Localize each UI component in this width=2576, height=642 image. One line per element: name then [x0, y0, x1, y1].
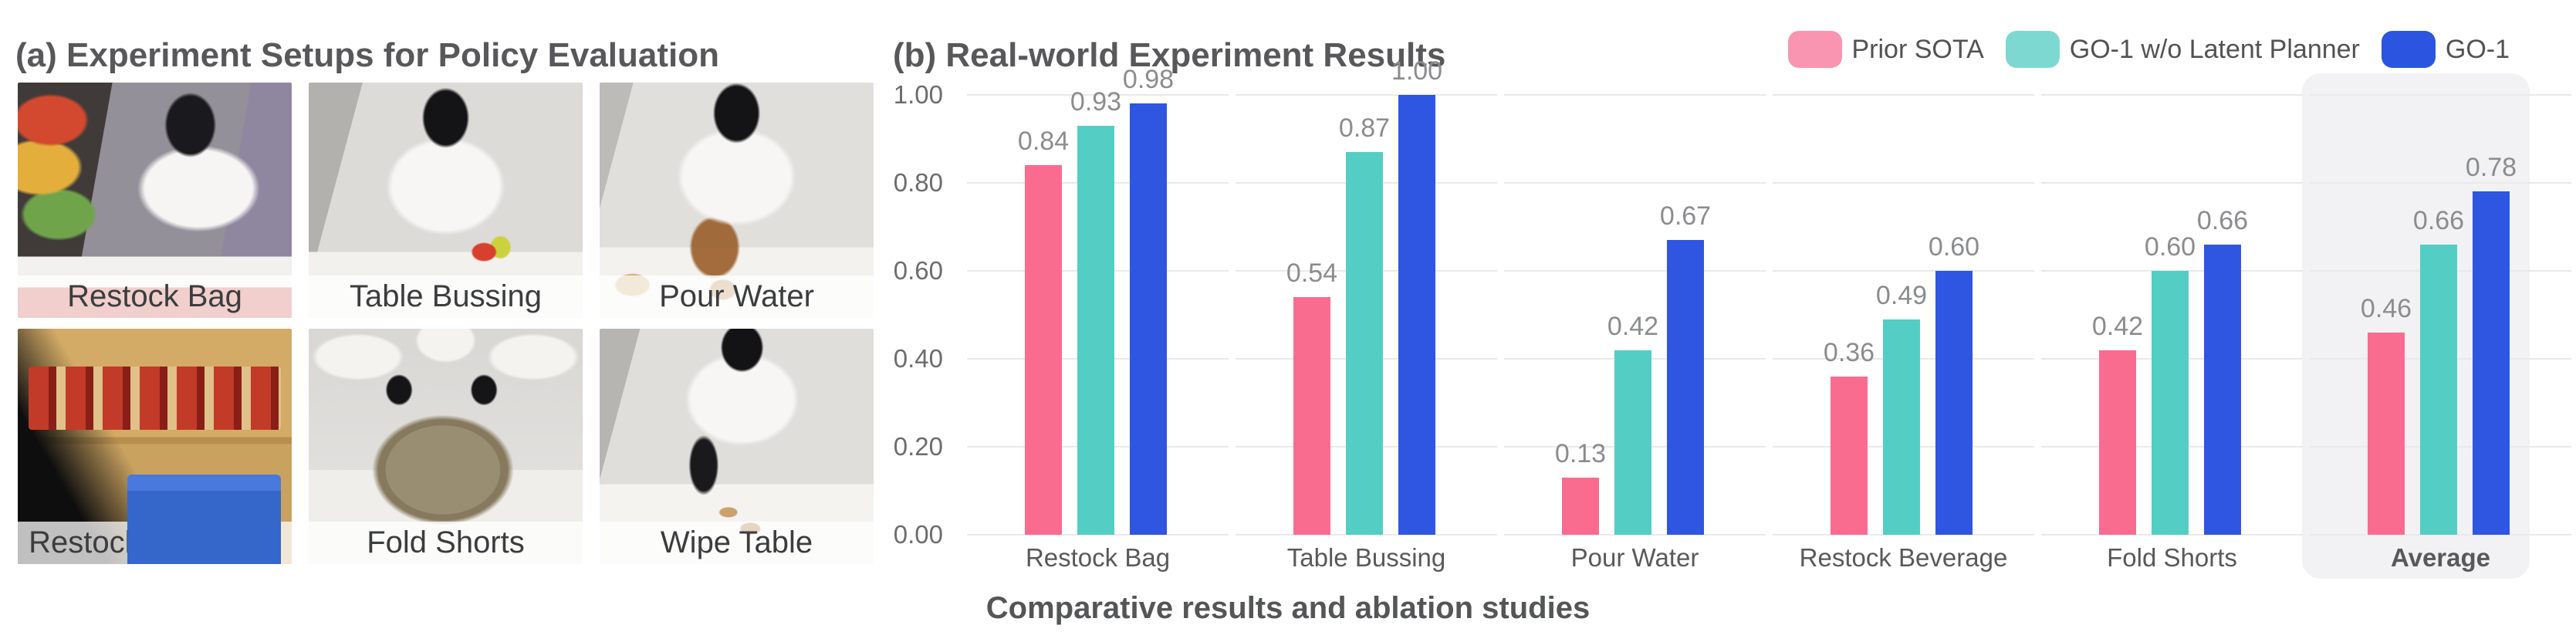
bar-go-1-w-o-latent-planner-pour-water: [1614, 350, 1651, 535]
legend-swatch-go-1-w-o-latent-planner: [2005, 31, 2060, 68]
bar-prior-sota-fold-shorts: [2099, 350, 2136, 535]
photo-label-wipe-table: Wipe Table: [600, 522, 874, 564]
value-label-go-1-w-o-latent-planner-restock-beverage: 0.49: [1875, 280, 1928, 310]
legend-swatch-go-1: [2381, 31, 2436, 68]
photo-pour-water: Pour Water: [600, 83, 874, 318]
gridline-1.00-panel-2: [1236, 94, 1497, 96]
bar-prior-sota-restock-beverage: [1831, 376, 1868, 535]
gridline-0.60-panel-4: [1773, 270, 2034, 272]
bar-go-1-w-o-latent-planner-restock-bag: [1077, 125, 1114, 535]
legend-item-go-1-w-o-latent-planner: GO-1 w/o Latent Planner: [2005, 31, 2360, 68]
value-label-go-1-w-o-latent-planner-table-bussing: 0.87: [1338, 113, 1391, 144]
legend-item-prior-sota: Prior SOTA: [1787, 31, 1984, 68]
value-label-prior-sota-pour-water: 0.13: [1554, 438, 1607, 468]
y-axis-tick-0.20: 0.20: [893, 432, 943, 461]
value-label-go-1-restock-beverage: 0.60: [1928, 232, 1980, 262]
gridline-1.00-panel-6: [2310, 94, 2571, 96]
bar-go-1-w-o-latent-planner-fold-shorts: [2152, 271, 2189, 535]
bar-go-1-w-o-latent-planner-average: [2420, 244, 2457, 535]
y-axis-tick-0.00: 0.00: [893, 520, 943, 549]
value-label-prior-sota-fold-shorts: 0.42: [2091, 311, 2144, 341]
gridline-1.00-panel-5: [2041, 94, 2303, 96]
category-label-pour-water: Pour Water: [1570, 543, 1699, 572]
legend-label-go-1-w-o-latent-planner: GO-1 w/o Latent Planner: [2069, 34, 2360, 64]
category-label-restock-bag: Restock Bag: [1025, 543, 1171, 572]
bar-go-1-pour-water: [1667, 240, 1704, 535]
gridline-0.60-panel-3: [1504, 270, 1766, 272]
gridline-0.00-panel-2: [1236, 534, 1497, 536]
value-label-go-1-w-o-latent-planner-average: 0.66: [2412, 205, 2465, 235]
category-label-fold-shorts: Fold Shorts: [2107, 543, 2237, 572]
value-label-prior-sota-average: 0.46: [2360, 293, 2412, 323]
gridline-0.00-panel-3: [1504, 534, 1766, 536]
photo-restock-bag: Restock Bag: [18, 83, 292, 318]
photo-wipe-table: Wipe Table: [600, 329, 874, 564]
value-label-go-1-table-bussing: 1.00: [1391, 56, 1443, 86]
experiment-photo-grid: Restock Bag Table Bussing Pour Water Restoc…: [18, 83, 874, 564]
value-label-go-1-average: 0.78: [2465, 153, 2517, 183]
legend-label-go-1: GO-1: [2445, 34, 2510, 64]
bar-prior-sota-table-bussing: [1293, 297, 1330, 535]
gridline-0.00-panel-4: [1773, 534, 2034, 536]
value-label-go-1-w-o-latent-planner-pour-water: 0.42: [1607, 311, 1659, 341]
bar-go-1-restock-beverage: [1935, 271, 1973, 535]
legend-swatch-prior-sota: [1787, 31, 1842, 68]
value-label-go-1-fold-shorts: 0.66: [2196, 205, 2249, 235]
gridline-0.00-panel-5: [2041, 534, 2303, 536]
photo-label-pour-water: Pour Water: [600, 275, 874, 318]
photo-label-table-bussing: Table Bussing: [309, 275, 583, 318]
bar-go-1-average: [2473, 191, 2510, 535]
value-label-go-1-pour-water: 0.67: [1659, 201, 1712, 231]
gridline-0.00-panel-6: [2310, 534, 2571, 536]
gridline-0.80-panel-6: [2310, 182, 2571, 184]
photo-label-fold-shorts: Fold Shorts: [309, 522, 583, 564]
y-axis-tick-0.40: 0.40: [893, 344, 943, 373]
bar-go-1-w-o-latent-planner-table-bussing: [1346, 152, 1383, 535]
value-label-prior-sota-restock-beverage: 0.36: [1823, 337, 1875, 367]
gridline-1.00-panel-1: [967, 94, 1229, 96]
category-label-average: Average: [2390, 543, 2491, 572]
gridline-1.00-panel-3: [1504, 94, 1766, 96]
panel-b-title: (b) Real-world Experiment Results: [893, 36, 1446, 74]
value-label-go-1-restock-bag: 0.98: [1122, 65, 1175, 95]
photo-label-restock-bag: Restock Bag: [18, 275, 292, 318]
gridline-0.00-panel-1: [967, 534, 1229, 536]
y-axis-tick-0.80: 0.80: [893, 168, 943, 197]
photo-restock-beverage: Restock Beverage: [18, 329, 292, 564]
bar-prior-sota-average: [2368, 332, 2405, 535]
chart-legend: Prior SOTA GO-1 w/o Latent Planner GO-1: [1787, 31, 2510, 68]
value-label-go-1-w-o-latent-planner-restock-bag: 0.93: [1070, 86, 1122, 117]
bar-go-1-fold-shorts: [2204, 244, 2241, 535]
bar-prior-sota-restock-bag: [1025, 165, 1062, 535]
bar-go-1-w-o-latent-planner-restock-beverage: [1883, 319, 1920, 535]
y-axis-tick-1.00: 1.00: [893, 80, 943, 109]
bar-go-1-restock-bag: [1130, 103, 1167, 535]
chart-caption: Comparative results and ablation studies: [985, 591, 1591, 625]
legend-item-go-1: GO-1: [2381, 31, 2510, 68]
category-label-table-bussing: Table Bussing: [1286, 543, 1446, 572]
bar-go-1-table-bussing: [1398, 95, 1435, 535]
photo-fold-shorts: Fold Shorts: [309, 329, 583, 564]
legend-label-prior-sota: Prior SOTA: [1851, 34, 1984, 64]
value-label-prior-sota-restock-bag: 0.84: [1017, 127, 1070, 157]
gridline-1.00-panel-4: [1773, 94, 2034, 96]
panel-a-title: (a) Experiment Setups for Policy Evaluat…: [15, 36, 719, 74]
y-axis-tick-0.60: 0.60: [893, 256, 943, 285]
gridline-0.80-panel-3: [1504, 182, 1766, 184]
value-label-prior-sota-table-bussing: 0.54: [1286, 258, 1338, 289]
bar-prior-sota-pour-water: [1562, 477, 1599, 535]
category-label-restock-beverage: Restock Beverage: [1799, 543, 2008, 572]
gridline-0.80-panel-5: [2041, 182, 2303, 184]
gridline-0.80-panel-4: [1773, 182, 2034, 184]
photo-table-bussing: Table Bussing: [309, 83, 583, 318]
value-label-go-1-w-o-latent-planner-fold-shorts: 0.60: [2144, 232, 2196, 262]
